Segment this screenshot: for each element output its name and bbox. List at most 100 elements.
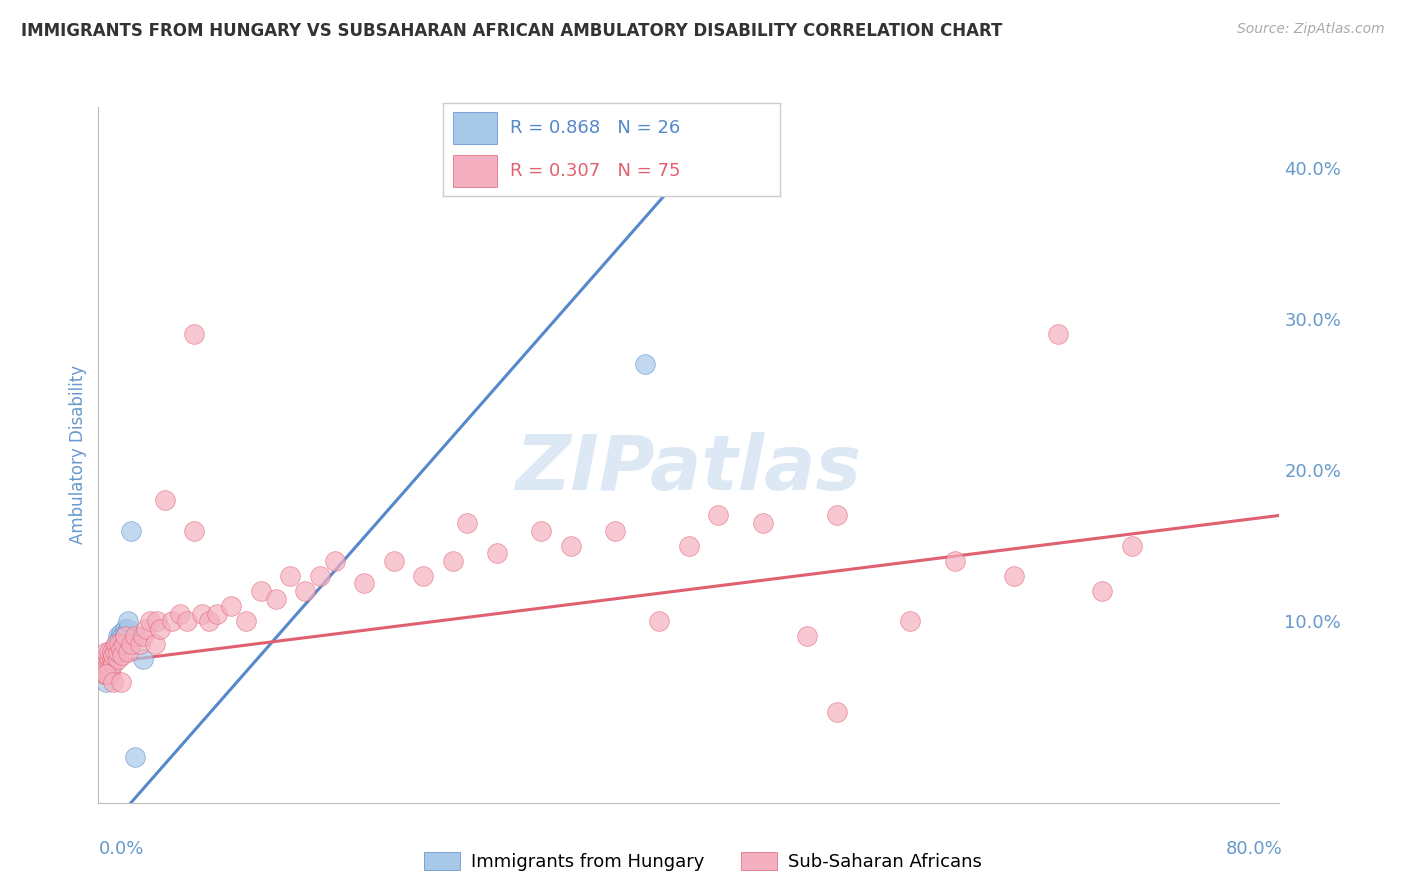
Point xyxy=(309,569,332,583)
Point xyxy=(1002,569,1025,583)
Point xyxy=(146,615,169,629)
Point xyxy=(235,615,257,629)
Point xyxy=(111,629,134,643)
Point xyxy=(1046,326,1069,341)
Point xyxy=(107,641,129,656)
Text: IMMIGRANTS FROM HUNGARY VS SUBSAHARAN AFRICAN AMBULATORY DISABILITY CORRELATION : IMMIGRANTS FROM HUNGARY VS SUBSAHARAN AF… xyxy=(21,22,1002,40)
Point xyxy=(825,705,848,719)
Point xyxy=(825,508,848,523)
Point xyxy=(107,644,129,658)
Point xyxy=(103,657,125,671)
Point xyxy=(943,554,966,568)
Point xyxy=(108,637,131,651)
Point xyxy=(120,524,142,538)
Text: 0.0%: 0.0% xyxy=(98,840,143,858)
Text: R = 0.307   N = 75: R = 0.307 N = 75 xyxy=(510,162,681,180)
Point xyxy=(103,644,125,658)
Point xyxy=(107,652,129,666)
Point xyxy=(678,539,700,553)
Point xyxy=(382,554,405,568)
Point xyxy=(353,576,375,591)
Point xyxy=(97,659,120,673)
Point xyxy=(323,554,346,568)
Point xyxy=(100,652,122,666)
Point xyxy=(103,648,125,662)
Point xyxy=(98,663,121,677)
Point xyxy=(105,637,128,651)
Point xyxy=(132,652,155,666)
Point xyxy=(114,622,136,636)
Point xyxy=(120,637,142,651)
Point xyxy=(100,644,122,658)
Point xyxy=(176,615,198,629)
Point xyxy=(648,615,671,629)
Y-axis label: Ambulatory Disability: Ambulatory Disability xyxy=(69,366,87,544)
Point xyxy=(115,626,138,640)
Point xyxy=(486,546,509,560)
Point xyxy=(219,599,242,614)
Point xyxy=(112,632,135,647)
Point xyxy=(169,607,191,621)
Point xyxy=(98,657,121,671)
Point xyxy=(96,659,118,673)
Legend: Immigrants from Hungary, Sub-Saharan Africans: Immigrants from Hungary, Sub-Saharan Afr… xyxy=(418,845,988,879)
Point xyxy=(96,667,118,681)
Point xyxy=(110,637,132,651)
Point xyxy=(143,637,166,651)
Point xyxy=(198,615,221,629)
Point xyxy=(97,644,120,658)
Point xyxy=(183,524,205,538)
Point xyxy=(112,637,135,651)
Point xyxy=(124,629,146,643)
Point xyxy=(441,554,464,568)
Point xyxy=(278,569,302,583)
Point xyxy=(91,659,114,673)
FancyBboxPatch shape xyxy=(453,155,496,187)
Point xyxy=(110,641,132,656)
Point xyxy=(149,622,172,636)
Point xyxy=(103,674,125,689)
Point xyxy=(117,615,139,629)
Point xyxy=(132,629,155,643)
Point xyxy=(162,615,183,629)
Point xyxy=(264,591,287,606)
Point xyxy=(900,615,922,629)
Point xyxy=(191,607,214,621)
Point xyxy=(250,584,273,599)
Point xyxy=(135,622,157,636)
Point xyxy=(105,637,128,651)
Point xyxy=(114,629,136,643)
Point xyxy=(139,615,162,629)
Point xyxy=(605,524,627,538)
Point xyxy=(633,357,655,371)
Point xyxy=(94,644,117,658)
Point xyxy=(98,667,121,681)
Point xyxy=(117,622,139,636)
Point xyxy=(412,569,434,583)
Point xyxy=(707,508,730,523)
Point xyxy=(560,539,582,553)
Point xyxy=(205,607,228,621)
Point xyxy=(796,629,818,643)
Point xyxy=(110,674,132,689)
Point xyxy=(104,644,127,658)
Point xyxy=(124,750,146,764)
Text: ZIPatlas: ZIPatlas xyxy=(516,432,862,506)
Point xyxy=(107,629,129,643)
Point xyxy=(751,516,773,530)
Point xyxy=(114,629,136,643)
Point xyxy=(153,493,176,508)
Text: 80.0%: 80.0% xyxy=(1226,840,1282,858)
Point xyxy=(456,516,478,530)
Point xyxy=(117,644,139,658)
Point xyxy=(128,637,150,651)
Point xyxy=(103,641,125,656)
Text: R = 0.868   N = 26: R = 0.868 N = 26 xyxy=(510,119,681,136)
Point xyxy=(1121,539,1143,553)
Point xyxy=(100,652,122,666)
Point xyxy=(94,667,117,681)
Text: Source: ZipAtlas.com: Source: ZipAtlas.com xyxy=(1237,22,1385,37)
Point xyxy=(94,652,117,666)
Point xyxy=(96,667,118,681)
Point xyxy=(1091,584,1114,599)
